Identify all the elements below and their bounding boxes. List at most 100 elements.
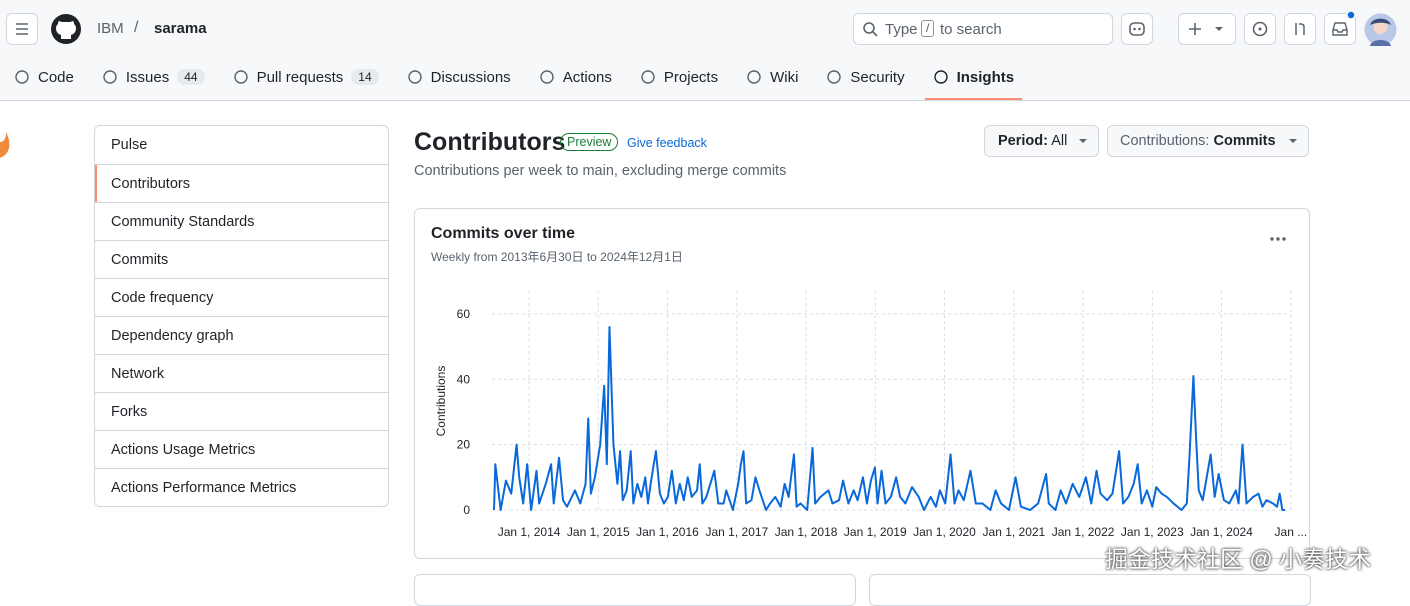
- tab-icon: [747, 70, 761, 84]
- tab-label: Issues: [125, 68, 170, 86]
- sidebar-item[interactable]: Code frequency: [95, 278, 388, 316]
- icon-shape: [747, 70, 761, 84]
- tab-icon: [933, 70, 948, 84]
- x-tick-label: Jan 1, 2022: [1052, 525, 1115, 539]
- tab-count: 14: [351, 69, 379, 85]
- page-description: Contributions per week to main, excludin…: [414, 163, 787, 179]
- copilot-button[interactable]: [1121, 13, 1153, 45]
- search-key: /: [921, 20, 935, 37]
- x-tick-label: Jan 1, 2019: [844, 525, 907, 539]
- icon-shape: [407, 70, 422, 84]
- repo-tab[interactable]: Issues 44: [100, 66, 207, 88]
- insights-sidebar: Pulse Contributors Community Standards Comm…: [94, 125, 389, 507]
- sidebar-item[interactable]: Forks: [95, 392, 388, 430]
- tab-label: Pull requests: [256, 68, 344, 86]
- contrib-value: Commits: [1213, 133, 1276, 149]
- tab-icon: [15, 70, 29, 84]
- contributor-card: [869, 574, 1311, 606]
- pr-icon: [1295, 23, 1305, 35]
- tab-count: 44: [177, 69, 205, 85]
- data-line: [493, 325, 1285, 511]
- period-button[interactable]: Period: All: [984, 125, 1099, 157]
- issue-icon: [1252, 21, 1268, 37]
- plus-icon: [1189, 23, 1223, 35]
- issues-button[interactable]: [1244, 13, 1276, 45]
- x-tick-label: Jan 1, 2014: [498, 525, 561, 539]
- search-prefix: Type: [885, 21, 918, 38]
- chart-card: Commits over time Weekly from 2013年6月30日…: [414, 208, 1310, 559]
- sidebar-item[interactable]: Network: [95, 354, 388, 392]
- x-tick-label: Jan 1, 2016: [636, 525, 699, 539]
- search-icon: [863, 22, 878, 37]
- search-box[interactable]: Type / to search: [853, 13, 1113, 45]
- watermark: 掘金技术社区 @ 小奏技术: [1105, 546, 1372, 572]
- menu-icon: [16, 23, 28, 35]
- repo-tab[interactable]: Discussions: [405, 66, 513, 88]
- search-suffix: to search: [940, 21, 1002, 38]
- sidebar-item[interactable]: Community Standards: [95, 202, 388, 240]
- icon-shape: [827, 70, 842, 84]
- top-bar: [0, 0, 1410, 101]
- x-tick-label: Jan 1, 2024: [1190, 525, 1253, 539]
- y-tick-label: 0: [463, 503, 470, 517]
- x-tick-label: Jan 1, 2020: [913, 525, 976, 539]
- sidebar-item[interactable]: Dependency graph: [95, 316, 388, 354]
- repo-tab[interactable]: Pull requests 14: [231, 66, 381, 88]
- repo-tab[interactable]: Security: [824, 66, 906, 88]
- sidebar-item[interactable]: Pulse: [111, 137, 148, 153]
- y-axis-title: Contributions: [434, 366, 448, 437]
- pulls-button[interactable]: [1284, 13, 1316, 45]
- icon-shape: [539, 70, 554, 84]
- repo-tab[interactable]: Wiki: [744, 66, 800, 88]
- notification-dot: [1346, 10, 1356, 20]
- contributor-card: [414, 574, 856, 606]
- chart-title: Commits over time: [431, 225, 575, 242]
- feedback-link[interactable]: Give feedback: [627, 136, 707, 150]
- x-tick-label: Jan 1, 2018: [775, 525, 838, 539]
- menu-button[interactable]: [6, 13, 38, 45]
- sidebar-item[interactable]: Contributors: [95, 164, 388, 202]
- sidebar-item[interactable]: Actions Usage Metrics: [95, 430, 388, 468]
- icon-shape: [103, 70, 117, 84]
- x-tick-label: Jan 1, 2017: [706, 525, 769, 539]
- icon-shape: [641, 70, 655, 84]
- tab-icon: [407, 70, 422, 84]
- tab-label: Code: [38, 68, 74, 86]
- page-title: Contributors: [414, 128, 566, 156]
- tab-label: Security: [850, 68, 905, 86]
- preview-badge: Preview: [560, 133, 619, 151]
- repo-tab[interactable]: Code: [12, 66, 76, 88]
- sidebar-item[interactable]: Commits: [95, 240, 388, 278]
- more-menu[interactable]: [1270, 237, 1286, 241]
- x-tick-label: Jan 1, 2023: [1121, 525, 1184, 539]
- chart: Commits over time Weekly from 2013年6月30日…: [431, 225, 1308, 539]
- y-tick-label: 60: [457, 307, 471, 321]
- tab-label: Projects: [663, 68, 719, 86]
- icon-shape: [15, 70, 29, 84]
- y-tick-label: 20: [457, 438, 471, 452]
- icon-shape: [233, 70, 248, 84]
- owner-link[interactable]: IBM: [97, 20, 124, 37]
- repo-link[interactable]: sarama: [154, 20, 207, 37]
- x-tick-label: Jan 1, 2015: [567, 525, 630, 539]
- x-tick-label: Jan ...: [1275, 525, 1308, 539]
- avatar[interactable]: [1364, 13, 1397, 46]
- github-logo[interactable]: [50, 13, 82, 45]
- repo-tab[interactable]: Actions: [537, 66, 614, 88]
- repo-tab[interactable]: Insights: [924, 66, 1022, 100]
- create-button[interactable]: [1178, 13, 1236, 45]
- tab-icon: [827, 70, 842, 84]
- icon-shape: [933, 70, 948, 84]
- tab-label: Discussions: [430, 68, 511, 86]
- separator: /: [134, 19, 139, 36]
- tab-label: Actions: [562, 68, 612, 86]
- contributions-button[interactable]: Contributions: Commits: [1107, 125, 1309, 157]
- tab-icon: [233, 70, 248, 84]
- decoration: [0, 132, 10, 158]
- repo-tab[interactable]: Projects: [638, 66, 720, 88]
- sidebar-item[interactable]: Actions Performance Metrics: [95, 468, 388, 506]
- tab-icon: [641, 70, 655, 84]
- contrib-label: Contributions:: [1120, 133, 1210, 149]
- repo-tabs: Code Issues 44 Pull requests 14 Discussions Ac…: [12, 66, 1022, 100]
